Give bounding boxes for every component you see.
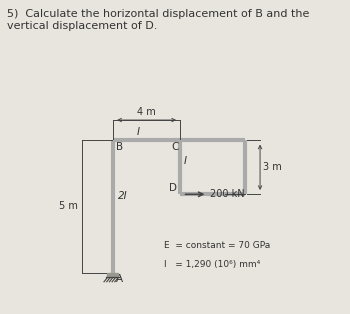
Text: 5 m: 5 m [59,202,77,211]
Text: 2I: 2I [118,191,127,201]
Text: 200 kN: 200 kN [210,189,244,199]
Text: C: C [172,142,179,152]
Text: I: I [137,127,140,137]
Text: I: I [184,155,187,165]
Text: 5)  Calculate the horizontal displacement of B and the vertical displacement of : 5) Calculate the horizontal displacement… [7,9,309,31]
Text: I   = 1,290 (10⁶) mm⁴: I = 1,290 (10⁶) mm⁴ [164,260,260,269]
Text: E  = constant = 70 GPa: E = constant = 70 GPa [164,241,271,250]
Text: 3 m: 3 m [263,162,282,172]
Text: 4 m: 4 m [137,107,156,117]
Text: D: D [169,183,177,193]
Text: B: B [116,142,123,152]
Text: A: A [116,274,123,284]
Bar [107,273,118,278]
